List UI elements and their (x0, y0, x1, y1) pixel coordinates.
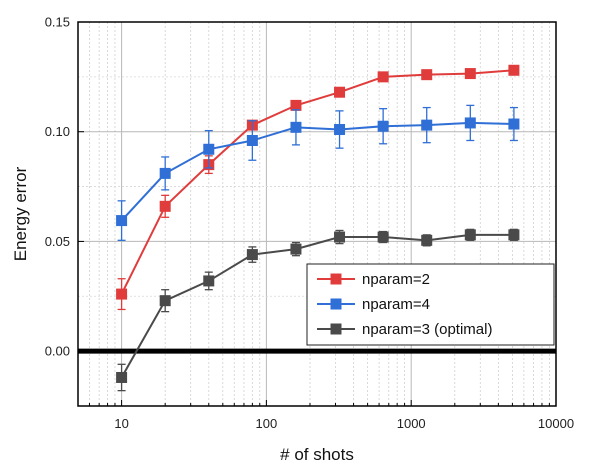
data-point (290, 243, 302, 255)
data-point (116, 371, 128, 383)
y-axis-title: Energy error (11, 166, 30, 261)
data-point (377, 71, 389, 83)
series-3 (116, 228, 520, 392)
legend-label: nparam=4 (362, 296, 430, 313)
data-point (246, 134, 258, 146)
x-tick-label: 10 (114, 416, 128, 431)
data-point (464, 68, 476, 80)
x-tick-label: 10000 (538, 416, 574, 431)
series-line (120, 121, 514, 222)
data-point (464, 229, 476, 241)
data-point (334, 86, 346, 98)
x-axis-title: # of shots (280, 445, 354, 464)
x-tick-label: 100 (256, 416, 278, 431)
data-point (508, 229, 520, 241)
data-point (203, 143, 215, 155)
legend: nparam=2 nparam=4 nparam=3 (optimal) (306, 263, 555, 346)
legend-swatch-marker (330, 298, 342, 310)
x-tick-label: 1000 (397, 416, 426, 431)
y-tick-label: 0.10 (45, 124, 70, 139)
data-point (464, 117, 476, 129)
data-point (116, 288, 128, 300)
legend-swatch-marker (330, 273, 342, 285)
y-tick-label: 0.05 (45, 234, 70, 249)
data-point (116, 215, 128, 227)
legend-label: nparam=3 (optimal) (362, 321, 492, 338)
series-line (120, 69, 514, 295)
series-2 (116, 104, 520, 241)
data-point (508, 64, 520, 76)
data-point (377, 231, 389, 243)
data-point (421, 69, 433, 81)
data-point (421, 234, 433, 246)
y-tick-label: 0.15 (45, 15, 70, 30)
data-point (203, 275, 215, 287)
data-point (159, 295, 171, 307)
series-layer (116, 64, 520, 392)
data-point (290, 121, 302, 133)
legend-label: nparam=2 (362, 271, 430, 288)
data-point (159, 167, 171, 179)
data-point (508, 118, 520, 130)
data-point (334, 231, 346, 243)
data-point (159, 200, 171, 212)
data-point (421, 119, 433, 131)
data-point (334, 124, 346, 136)
series-line (120, 233, 514, 378)
grid (78, 21, 556, 406)
data-point (377, 120, 389, 132)
legend-swatch-marker (330, 323, 342, 335)
data-point (290, 99, 302, 111)
data-point (246, 249, 258, 261)
y-tick-label: 0.00 (45, 344, 70, 359)
plot-frame (77, 21, 557, 407)
axes: 10 100 1000 10000 0.00 0.05 0.10 0.15 (45, 15, 574, 432)
